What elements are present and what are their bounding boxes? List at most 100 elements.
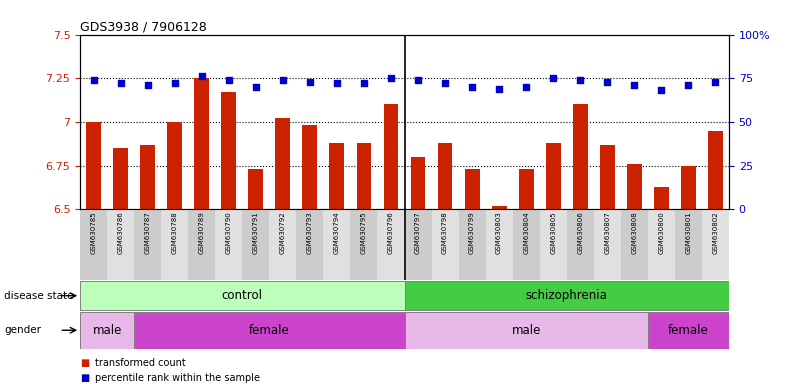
Bar (296, 209, 324, 280)
Text: GSM630804: GSM630804 (523, 212, 529, 254)
Bar (356, 143, 372, 209)
Bar (708, 131, 723, 209)
Text: GSM630791: GSM630791 (253, 212, 259, 254)
Text: ■: ■ (80, 373, 90, 383)
Bar (303, 126, 317, 209)
Bar (573, 104, 588, 209)
Text: male: male (92, 324, 122, 337)
Text: female: female (249, 324, 290, 337)
Bar (87, 122, 101, 209)
Bar (621, 209, 648, 280)
Bar (80, 312, 135, 349)
Bar (567, 209, 594, 280)
Bar (492, 206, 506, 209)
Bar (465, 169, 480, 209)
Text: GSM630796: GSM630796 (388, 212, 394, 254)
Bar (221, 92, 236, 209)
Point (465, 84, 478, 90)
Point (709, 79, 722, 85)
Point (439, 80, 452, 86)
Text: GSM630785: GSM630785 (91, 212, 97, 254)
Bar (702, 209, 729, 280)
Bar (248, 169, 264, 209)
Text: GSM630794: GSM630794 (334, 212, 340, 254)
Bar (411, 157, 425, 209)
Bar (140, 145, 155, 209)
Point (384, 75, 397, 81)
Text: GSM630803: GSM630803 (496, 212, 502, 254)
Bar (437, 143, 453, 209)
Text: GSM630802: GSM630802 (712, 212, 718, 254)
Bar (276, 118, 290, 209)
Point (520, 84, 533, 90)
Bar (654, 187, 669, 209)
Point (195, 73, 208, 79)
Text: GSM630798: GSM630798 (442, 212, 448, 254)
Bar (594, 209, 621, 280)
Text: GSM630807: GSM630807 (604, 212, 610, 254)
Point (574, 77, 586, 83)
Point (655, 88, 668, 94)
Bar (405, 209, 432, 280)
Point (168, 80, 181, 86)
Point (357, 80, 370, 86)
Bar (329, 143, 344, 209)
Text: schizophrenia: schizophrenia (525, 289, 608, 302)
Text: transformed count: transformed count (95, 358, 185, 368)
Point (87, 77, 100, 83)
Point (412, 77, 425, 83)
Bar (458, 209, 485, 280)
Text: GSM630797: GSM630797 (415, 212, 421, 254)
Text: male: male (512, 324, 541, 337)
Point (493, 86, 505, 92)
Point (115, 80, 127, 86)
Text: disease state: disease state (4, 291, 74, 301)
Bar (648, 209, 674, 280)
Text: control: control (222, 289, 263, 302)
Point (601, 79, 614, 85)
Bar (80, 209, 107, 280)
Bar (405, 312, 648, 349)
Text: GSM630800: GSM630800 (658, 212, 664, 254)
Bar (540, 209, 567, 280)
Bar (242, 209, 269, 280)
Point (628, 82, 641, 88)
Bar (161, 209, 188, 280)
Point (304, 79, 316, 85)
Bar (681, 166, 696, 209)
Text: GSM630799: GSM630799 (469, 212, 475, 254)
Bar (167, 122, 182, 209)
Bar (674, 209, 702, 280)
Text: GSM630790: GSM630790 (226, 212, 231, 254)
Point (223, 77, 235, 83)
Point (249, 84, 262, 90)
Text: GSM630801: GSM630801 (686, 212, 691, 254)
Text: gender: gender (4, 325, 41, 335)
Text: GSM630792: GSM630792 (280, 212, 286, 254)
Bar (432, 209, 458, 280)
Bar (648, 312, 729, 349)
Bar (195, 78, 209, 209)
Bar (269, 209, 296, 280)
Text: female: female (668, 324, 709, 337)
Bar (384, 104, 398, 209)
Bar (485, 209, 513, 280)
Text: GDS3938 / 7906128: GDS3938 / 7906128 (80, 20, 207, 33)
Text: GSM630808: GSM630808 (631, 212, 638, 254)
Text: GSM630806: GSM630806 (578, 212, 583, 254)
Text: ■: ■ (80, 358, 90, 368)
Point (682, 82, 694, 88)
Point (276, 77, 289, 83)
Bar (627, 164, 642, 209)
Bar (377, 209, 405, 280)
Text: GSM630805: GSM630805 (550, 212, 556, 254)
Bar (188, 209, 215, 280)
Text: GSM630787: GSM630787 (145, 212, 151, 254)
Bar (135, 209, 161, 280)
Bar (350, 209, 377, 280)
Text: GSM630786: GSM630786 (118, 212, 123, 254)
Text: GSM630789: GSM630789 (199, 212, 205, 254)
Text: GSM630793: GSM630793 (307, 212, 313, 254)
Bar (215, 209, 242, 280)
Bar (405, 281, 729, 310)
